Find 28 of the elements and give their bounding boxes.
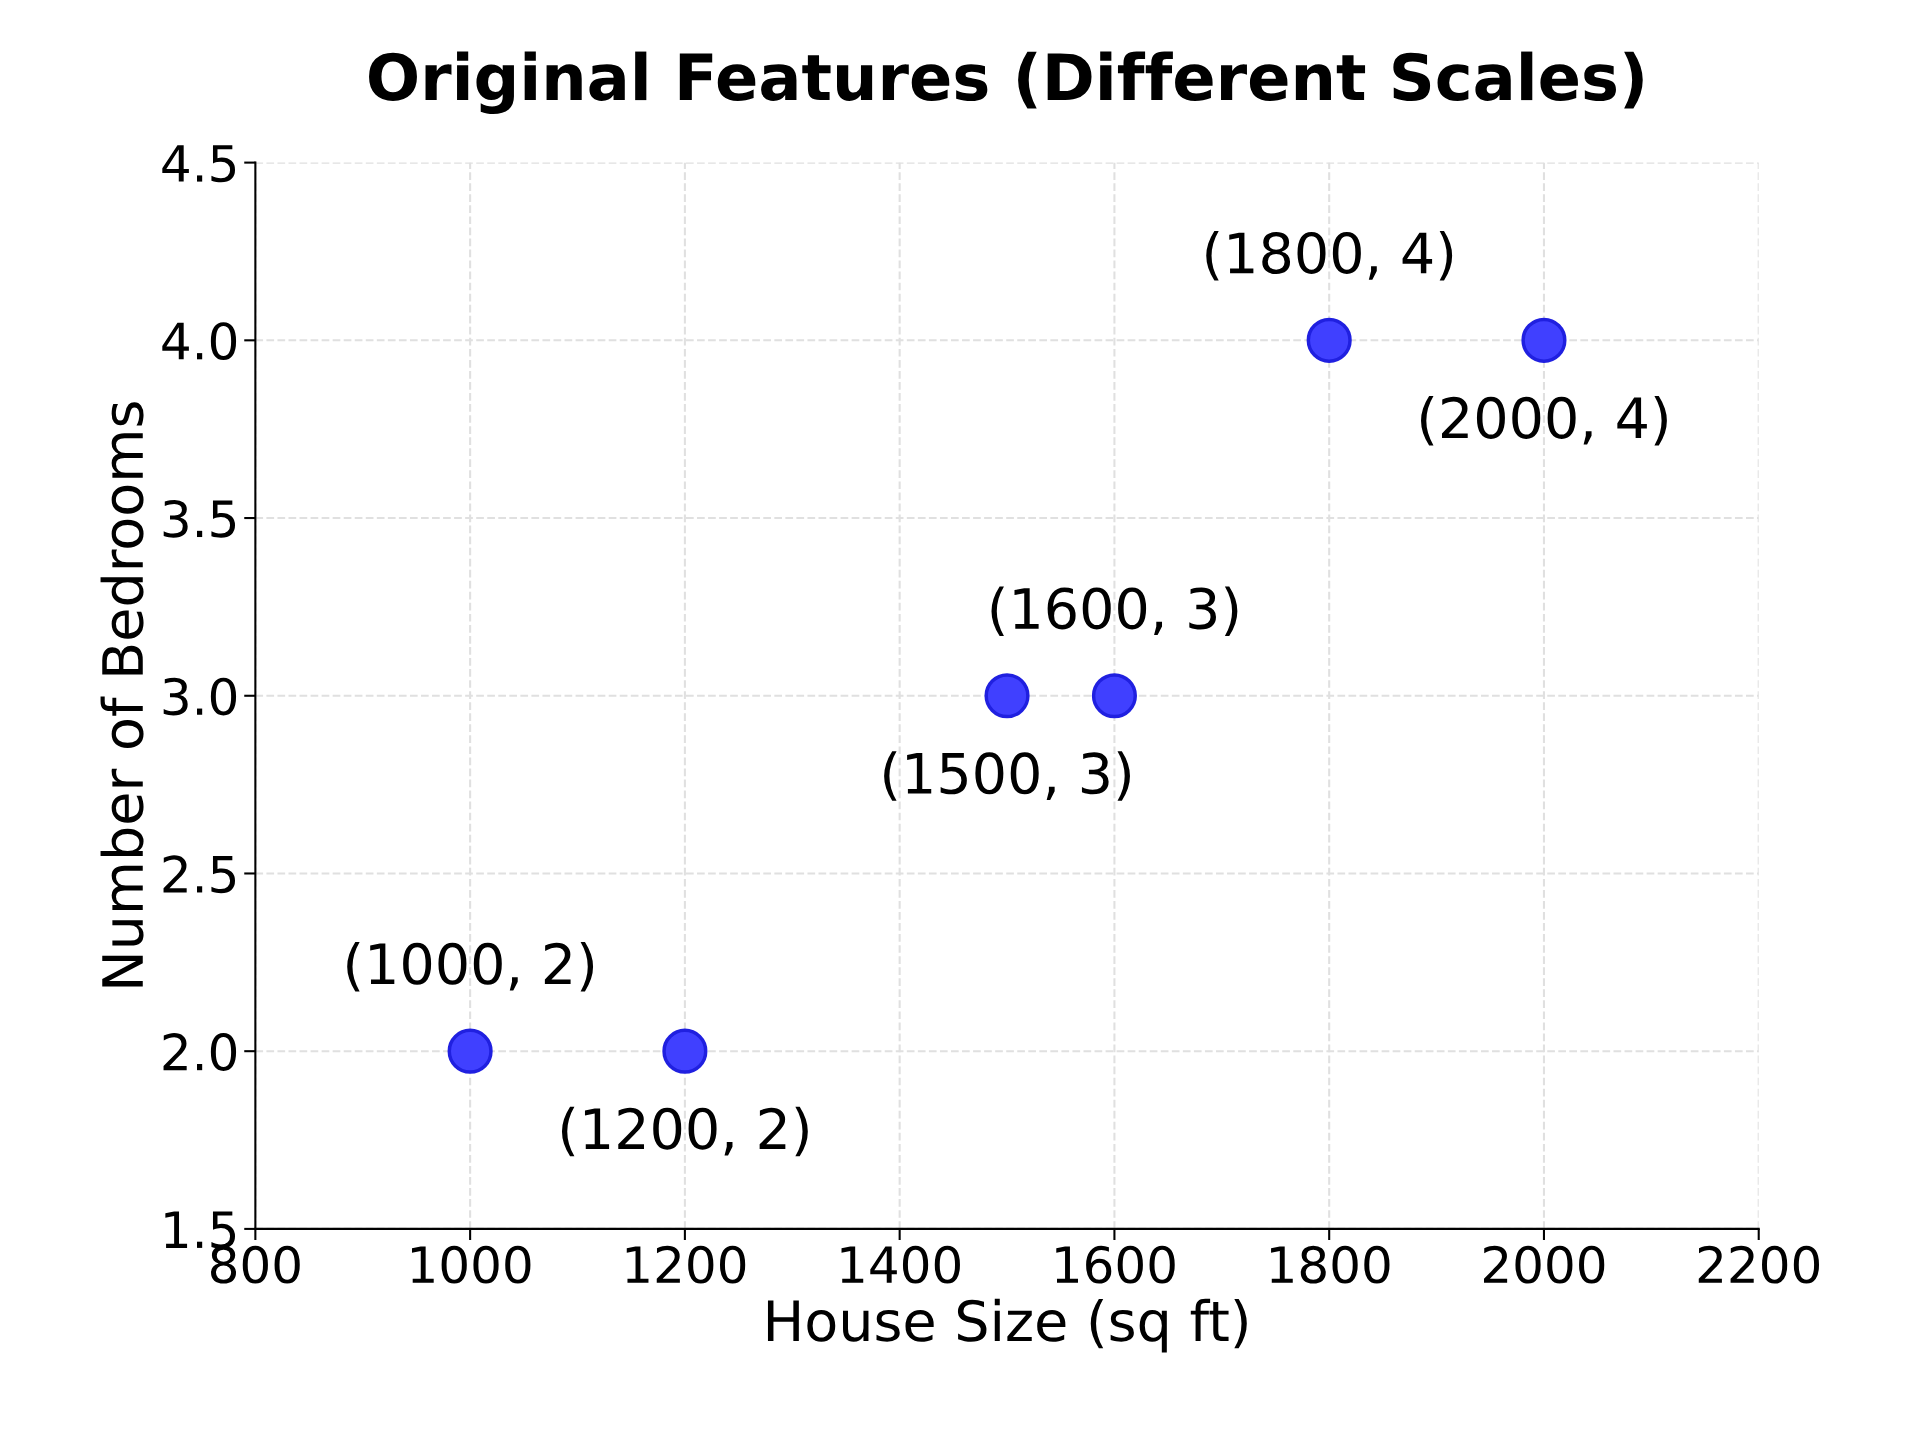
x-tick-label: 1800 xyxy=(1271,1245,1390,1284)
y-tick-label: 2.0 xyxy=(163,1033,237,1071)
x-tick-label: 1400 xyxy=(841,1245,960,1284)
y-axis-title: Number of Bedrooms xyxy=(100,402,144,987)
chart-title: Original Features (Different Scales) xyxy=(369,51,1643,114)
annotation: (1000, 2) xyxy=(347,941,594,992)
annotation: (1500, 3) xyxy=(884,751,1130,801)
x-tick-label: 1200 xyxy=(626,1245,746,1284)
x-tick-label: 2200 xyxy=(1698,1245,1820,1284)
x-tick-label: 1600 xyxy=(1056,1245,1175,1284)
y-tick-label: 3.5 xyxy=(163,499,236,538)
annotation: (1800, 4) xyxy=(1206,231,1453,281)
point xyxy=(662,1028,708,1074)
y-tick-label: 4.0 xyxy=(162,322,237,361)
y-tick-label: 4.5 xyxy=(162,145,236,183)
x-tick-label: 1000 xyxy=(411,1245,531,1284)
point xyxy=(1091,673,1137,719)
annotation: (1600, 3) xyxy=(991,586,1238,636)
point xyxy=(1306,317,1352,363)
point xyxy=(447,1028,493,1074)
y-tick-label: 2.5 xyxy=(163,855,236,894)
y-tick-label: 3.0 xyxy=(163,677,237,716)
point xyxy=(984,673,1030,719)
point xyxy=(1521,317,1567,363)
x-tick-label: 2000 xyxy=(1483,1245,1605,1284)
annotation: (1200, 2) xyxy=(561,1106,808,1157)
x-axis-title: House Size (sq ft) xyxy=(767,1298,1247,1353)
annotation: (2000, 4) xyxy=(1421,395,1667,446)
